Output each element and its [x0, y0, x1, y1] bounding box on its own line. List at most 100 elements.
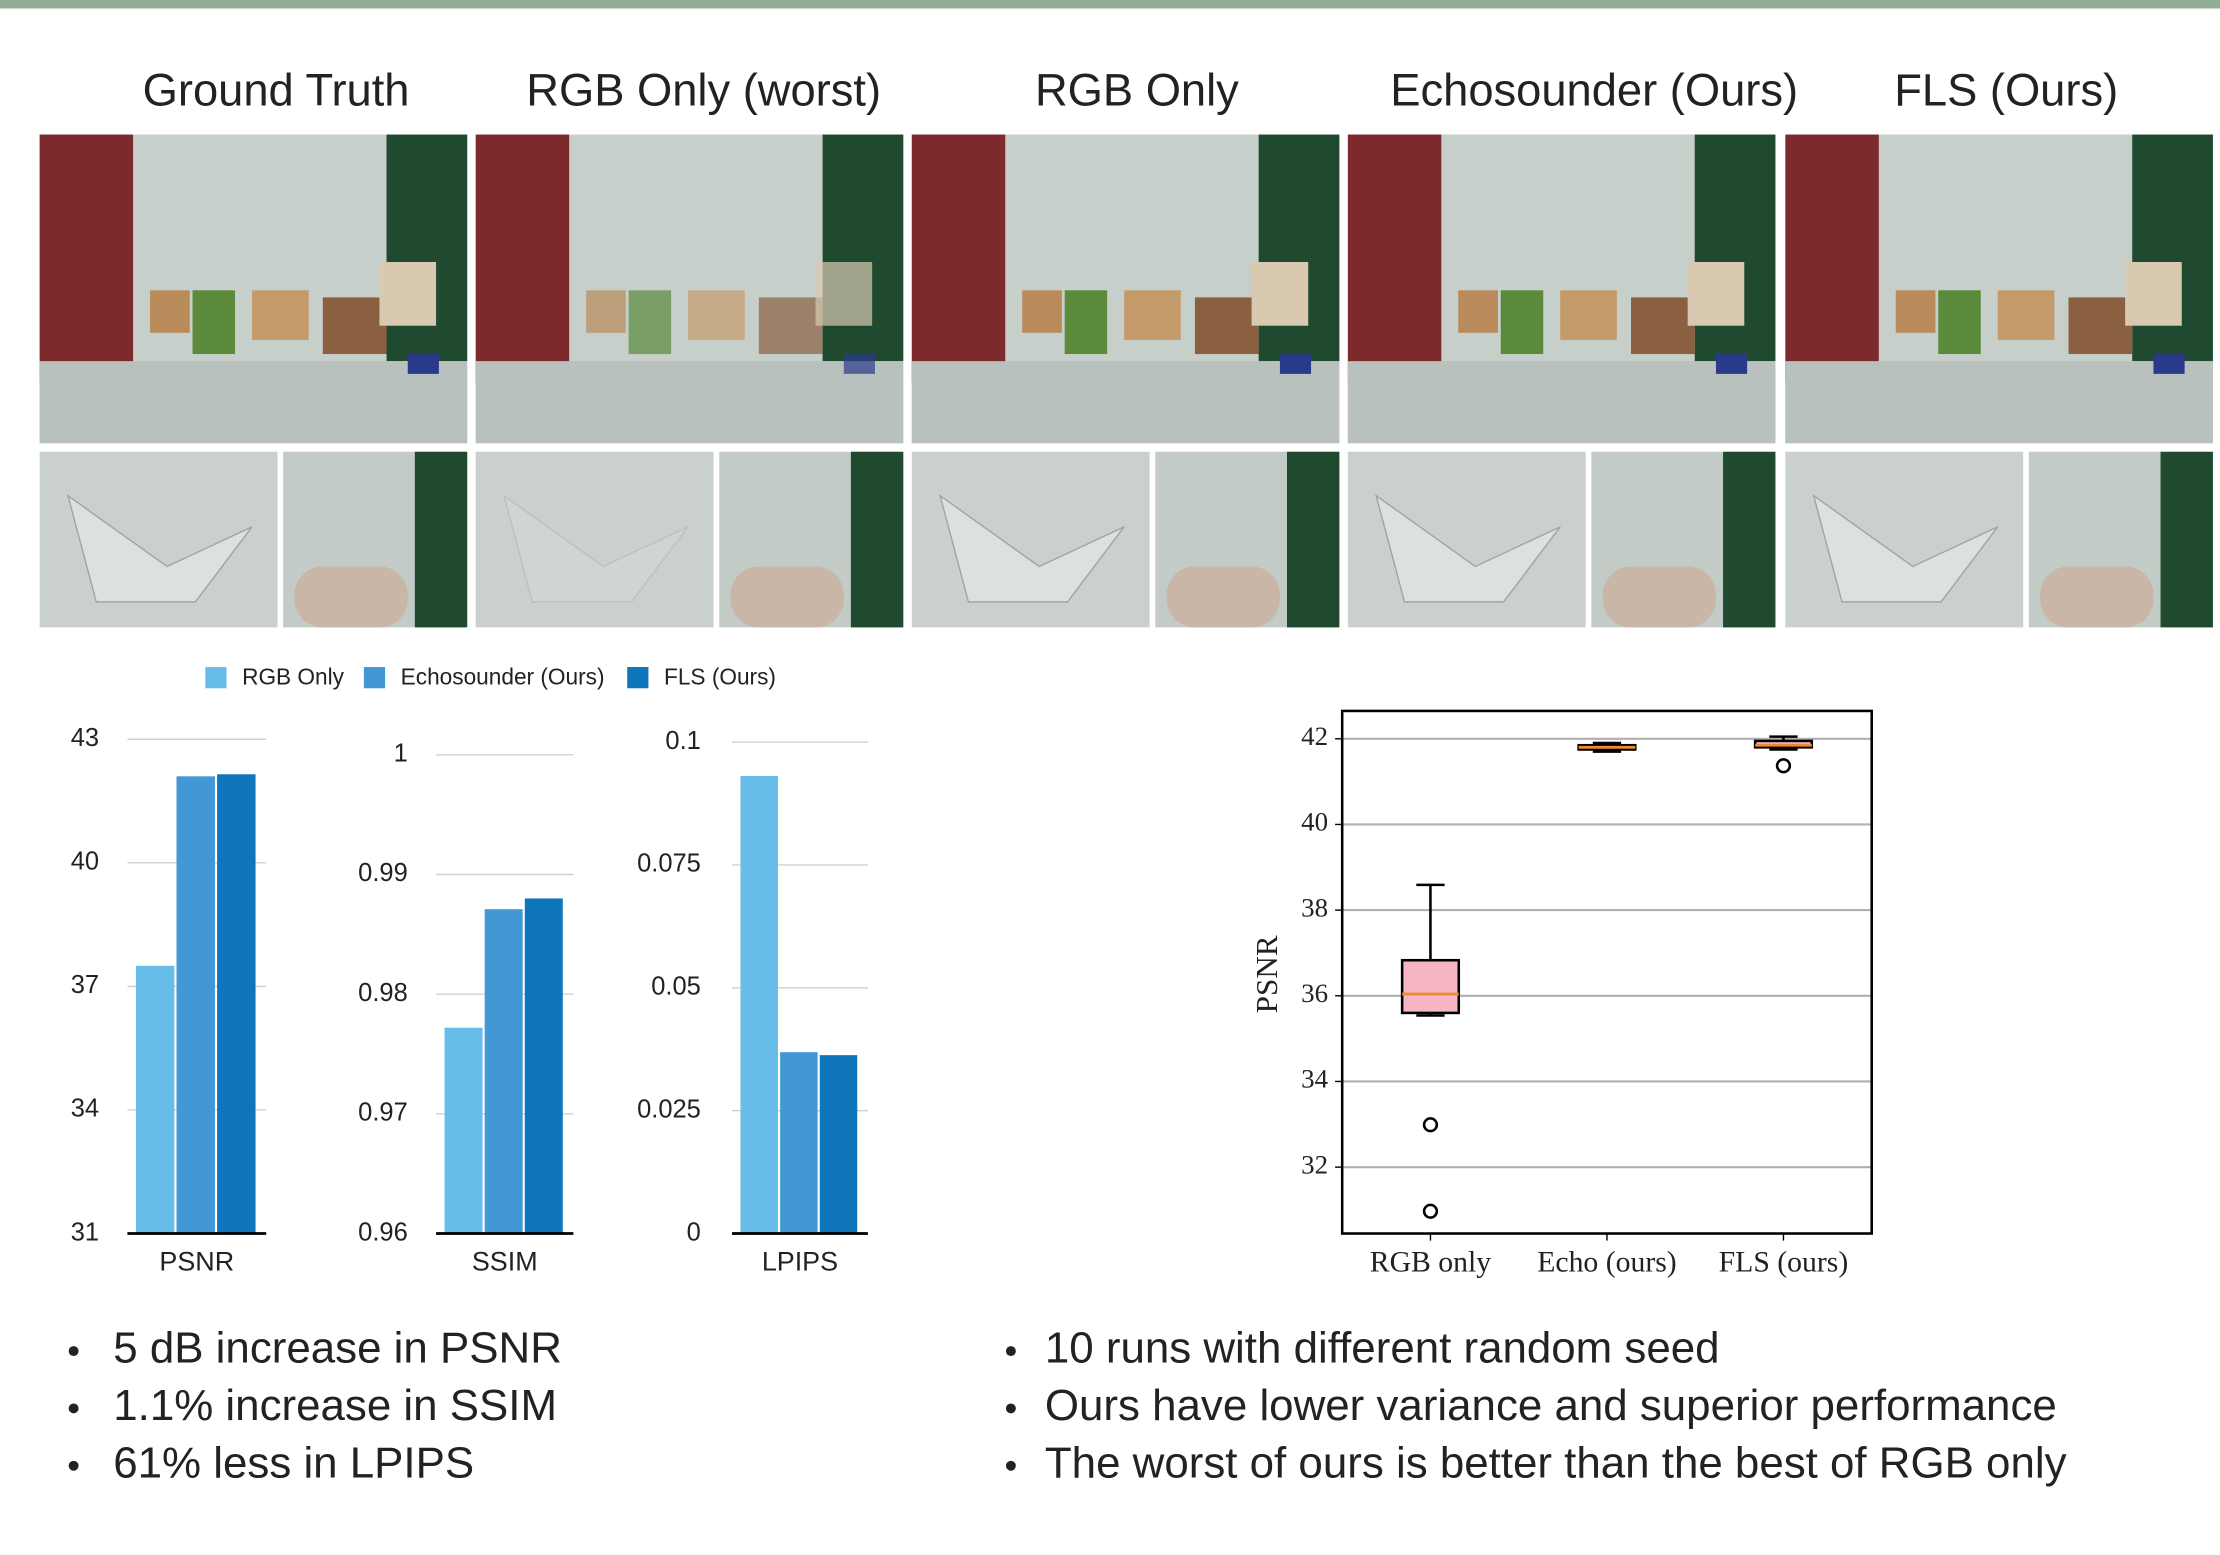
photo-object — [688, 290, 745, 340]
box-chart: 323436384042PSNRRGB onlyEcho (ours)FLS (… — [1249, 711, 1872, 1279]
y-tick-label: 40 — [1301, 807, 1328, 837]
y-tick-label: 0.96 — [358, 1218, 408, 1246]
crop-2-bulb — [2040, 566, 2153, 627]
y-tick-label: 37 — [71, 971, 99, 999]
y-tick-label: 0.99 — [358, 859, 408, 887]
photo-floor — [1348, 361, 1776, 443]
photo-floor — [1785, 361, 2213, 443]
bar — [820, 1055, 858, 1233]
photo-red-wall — [1785, 135, 1878, 383]
photo-green-wall — [823, 135, 904, 362]
photo-object — [252, 290, 309, 340]
photo-object — [1195, 297, 1259, 354]
y-tick-label: 38 — [1301, 892, 1328, 922]
bullet-dot — [1006, 1461, 1016, 1471]
photo-object — [408, 354, 439, 374]
legend-label: RGB Only — [242, 663, 345, 689]
y-tick-label: 0.075 — [637, 850, 701, 878]
photo-object — [759, 297, 823, 354]
crop-2-bulb — [1603, 566, 1716, 627]
photo-object — [629, 290, 671, 354]
photo-object — [2153, 354, 2184, 374]
crop-2-green — [1723, 452, 1775, 628]
crop-2-green — [1287, 452, 1339, 628]
y-tick-label: 0.98 — [358, 979, 408, 1007]
photo-green-wall — [387, 135, 468, 362]
crop-2-green — [851, 452, 903, 628]
photo-object — [1631, 297, 1695, 354]
crop-2-bulb — [1167, 566, 1280, 627]
photo-red-wall — [1348, 135, 1441, 383]
y-tick-label: 36 — [1301, 978, 1328, 1008]
y-tick-label: 34 — [1301, 1064, 1328, 1094]
x-tick-label: LPIPS — [762, 1246, 838, 1276]
photo-object — [1280, 354, 1311, 374]
y-axis-label: PSNR — [1249, 935, 1284, 1013]
outlier — [1424, 1205, 1437, 1218]
photo-object — [1501, 290, 1543, 354]
x-tick-label: SSIM — [472, 1246, 538, 1276]
photo-object — [1458, 290, 1498, 332]
photo-green-wall — [1259, 135, 1340, 362]
photo-object — [1022, 290, 1062, 332]
box — [1402, 960, 1459, 1013]
legend-label: Echosounder (Ours) — [401, 663, 605, 689]
bullet-dot — [1006, 1403, 1016, 1413]
photo-red-wall — [476, 135, 569, 383]
y-tick-label: 34 — [71, 1095, 99, 1123]
x-tick-label: FLS (ours) — [1719, 1247, 1849, 1279]
photo-floor — [912, 361, 1340, 443]
photo-green-wall — [1695, 135, 1776, 362]
bar — [525, 898, 563, 1233]
y-tick-label: 32 — [1301, 1149, 1328, 1179]
bullet-text: 61% less in LPIPS — [113, 1438, 474, 1487]
photo-object — [1896, 290, 1936, 332]
photo-object — [2069, 297, 2133, 354]
bar — [136, 966, 174, 1234]
column-title: FLS (Ours) — [1894, 64, 2118, 115]
photo-object — [586, 290, 626, 332]
y-tick-label: 0.1 — [665, 727, 700, 755]
crop-2-bulb — [294, 566, 407, 627]
y-tick-label: 43 — [71, 724, 99, 752]
column-title: Ground Truth — [143, 64, 410, 115]
photo-object — [1688, 262, 1745, 326]
photo-object — [844, 354, 875, 374]
y-tick-label: 0 — [687, 1218, 701, 1246]
photo-red-wall — [912, 135, 1005, 383]
bar — [485, 909, 523, 1233]
outlier — [1424, 1118, 1437, 1131]
photo-object — [816, 262, 873, 326]
y-tick-label: 1 — [394, 740, 408, 768]
bullet-text: 1.1% increase in SSIM — [113, 1381, 557, 1430]
legend-label: FLS (Ours) — [664, 663, 776, 689]
photo-floor — [476, 361, 904, 443]
bullet-text: The worst of ours is better than the bes… — [1045, 1438, 2067, 1487]
bar — [177, 776, 215, 1233]
bullet-text: 10 runs with different random seed — [1045, 1324, 1720, 1373]
x-tick-label: PSNR — [159, 1246, 234, 1276]
bullet-text: 5 dB increase in PSNR — [113, 1324, 562, 1373]
slide: Ground TruthRGB Only (worst)RGB OnlyEcho… — [0, 0, 2220, 1555]
bar — [740, 776, 778, 1234]
bullet-dot — [1006, 1346, 1016, 1356]
bullet-text: Ours have lower variance and superior pe… — [1045, 1381, 2057, 1430]
page: Ground TruthRGB Only (worst)RGB OnlyEcho… — [0, 0, 2220, 1555]
photo-object — [1560, 290, 1617, 340]
legend-swatch — [205, 667, 226, 688]
photo-object — [2125, 262, 2182, 326]
bullet-dot — [69, 1403, 79, 1413]
photo-green-wall — [2132, 135, 2213, 362]
photo-object — [150, 290, 190, 332]
photo-object — [193, 290, 235, 354]
photo-object — [1998, 290, 2055, 340]
photo-object — [1938, 290, 1980, 354]
top-bar — [0, 0, 2220, 8]
photo-object — [1124, 290, 1181, 340]
y-tick-label: 0.025 — [637, 1095, 701, 1123]
bullet-dot — [69, 1346, 79, 1356]
legend-swatch — [364, 667, 385, 688]
y-tick-label: 0.97 — [358, 1099, 408, 1127]
legend-swatch — [627, 667, 648, 688]
x-tick-label: Echo (ours) — [1537, 1247, 1676, 1279]
